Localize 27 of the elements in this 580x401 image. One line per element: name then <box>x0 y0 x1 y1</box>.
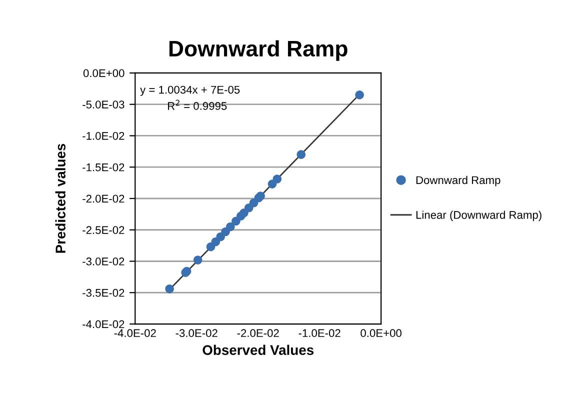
annotation: y = 1.0034x + 7E-05 <box>140 86 240 96</box>
x-tick-label: -4.0E-02 <box>114 329 156 338</box>
y-tick-label: 0.0E+00 <box>83 69 124 78</box>
y-tick-label: -1.5E-02 <box>82 163 124 172</box>
y-tick-label: -3.5E-02 <box>82 288 124 297</box>
point <box>226 222 235 232</box>
legend-label: Linear (Downward Ramp) <box>416 210 542 222</box>
x-tick-label: -1.0E-02 <box>298 329 340 338</box>
x-tick-label: -3.0E-02 <box>176 329 218 338</box>
y-tick-label: -4.0E-02 <box>82 320 124 328</box>
point <box>272 174 282 184</box>
y-axis-title: Predicted values <box>55 144 66 253</box>
point <box>296 150 306 159</box>
point <box>193 256 202 264</box>
x-axis-title: Observed Values <box>202 344 314 355</box>
y-tick-label: -3.0E-02 <box>82 258 124 266</box>
chart-title: Downward Ramp <box>169 40 348 61</box>
legend-label: Downward Ramp <box>416 176 500 186</box>
y-tick-label: -2.0E-02 <box>82 194 124 203</box>
y-tick-label: -2.5E-02 <box>82 226 124 234</box>
point <box>355 90 364 100</box>
x-tick-label: -2.0E-02 <box>237 329 279 338</box>
y-tick-label: -1.0E-02 <box>82 132 124 140</box>
x-tick-label: 0.0E+00 <box>360 329 402 338</box>
y-tick-label: -5.0E-03 <box>82 100 124 108</box>
point <box>165 284 174 294</box>
annotation: R$^{2}$ = 0.9995 <box>168 100 227 110</box>
